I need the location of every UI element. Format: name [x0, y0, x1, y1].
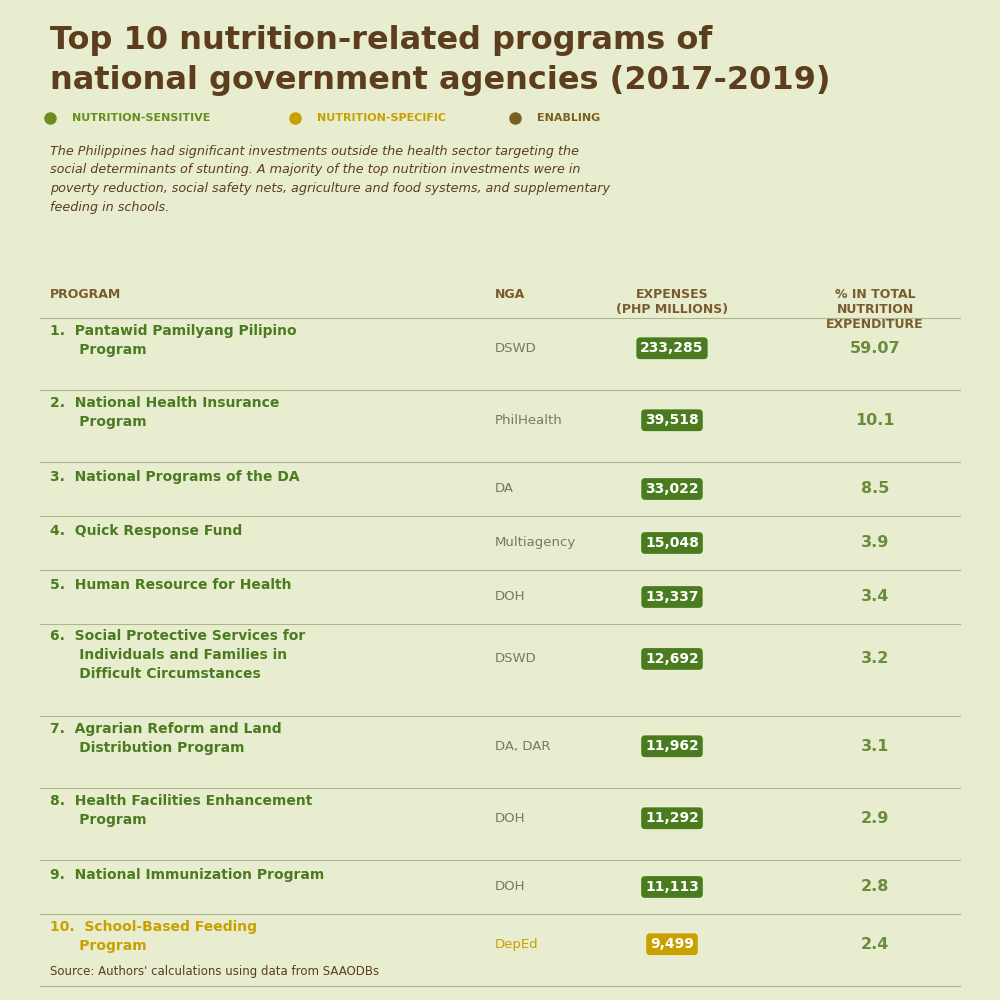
Text: 12,692: 12,692: [645, 652, 699, 666]
Text: NGA: NGA: [495, 288, 525, 301]
Text: 6.  Social Protective Services for
      Individuals and Families in
      Diffi: 6. Social Protective Services for Indivi…: [50, 629, 305, 681]
Text: ENABLING: ENABLING: [537, 113, 600, 123]
Text: 11,962: 11,962: [645, 739, 699, 753]
Text: DepEd: DepEd: [495, 938, 539, 951]
Text: 3.2: 3.2: [861, 651, 889, 666]
Text: 3.  National Programs of the DA: 3. National Programs of the DA: [50, 470, 300, 484]
Text: 7.  Agrarian Reform and Land
      Distribution Program: 7. Agrarian Reform and Land Distribution…: [50, 722, 282, 755]
Text: 2.9: 2.9: [861, 811, 889, 826]
Text: national government agencies (2017-2019): national government agencies (2017-2019): [50, 65, 830, 96]
Text: PROGRAM: PROGRAM: [50, 288, 121, 301]
Text: 8.  Health Facilities Enhancement
      Program: 8. Health Facilities Enhancement Program: [50, 794, 312, 827]
Text: 233,285: 233,285: [640, 341, 704, 355]
Text: NUTRITION-SPECIFIC: NUTRITION-SPECIFIC: [317, 113, 446, 123]
Text: 11,292: 11,292: [645, 811, 699, 825]
Text: 5.  Human Resource for Health: 5. Human Resource for Health: [50, 578, 292, 592]
Text: % IN TOTAL
NUTRITION
EXPENDITURE: % IN TOTAL NUTRITION EXPENDITURE: [826, 288, 924, 331]
Text: Multiagency: Multiagency: [495, 536, 576, 549]
Text: NUTRITION-SENSITIVE: NUTRITION-SENSITIVE: [72, 113, 210, 123]
Text: 2.  National Health Insurance
      Program: 2. National Health Insurance Program: [50, 396, 279, 429]
Text: 2.4: 2.4: [861, 937, 889, 952]
Text: EXPENSES
(PHP MILLIONS): EXPENSES (PHP MILLIONS): [616, 288, 728, 316]
Text: 11,113: 11,113: [645, 880, 699, 894]
Text: DA, DAR: DA, DAR: [495, 740, 550, 753]
Text: 13,337: 13,337: [645, 590, 699, 604]
Text: DOH: DOH: [495, 590, 526, 603]
Text: DSWD: DSWD: [495, 342, 537, 355]
Text: PhilHealth: PhilHealth: [495, 414, 563, 427]
Text: 39,518: 39,518: [645, 413, 699, 427]
Text: 10.1: 10.1: [855, 413, 895, 428]
Text: 10.  School-Based Feeding
      Program: 10. School-Based Feeding Program: [50, 920, 257, 953]
Text: Top 10 nutrition-related programs of: Top 10 nutrition-related programs of: [50, 25, 712, 56]
Text: 3.4: 3.4: [861, 589, 889, 604]
Text: DOH: DOH: [495, 880, 526, 893]
Text: DOH: DOH: [495, 812, 526, 825]
Text: 59.07: 59.07: [850, 341, 900, 356]
Text: DSWD: DSWD: [495, 652, 537, 665]
Text: 8.5: 8.5: [861, 481, 889, 496]
Text: 15,048: 15,048: [645, 536, 699, 550]
Text: Source: Authors' calculations using data from SAAODBs: Source: Authors' calculations using data…: [50, 965, 379, 978]
Text: 9,499: 9,499: [650, 937, 694, 951]
Text: DA: DA: [495, 482, 514, 495]
Text: 9.  National Immunization Program: 9. National Immunization Program: [50, 868, 324, 882]
Text: 1.  Pantawid Pamilyang Pilipino
      Program: 1. Pantawid Pamilyang Pilipino Program: [50, 324, 297, 357]
Text: 3.9: 3.9: [861, 535, 889, 550]
Text: 33,022: 33,022: [645, 482, 699, 496]
Text: 3.1: 3.1: [861, 739, 889, 754]
Text: 2.8: 2.8: [861, 879, 889, 894]
Text: 4.  Quick Response Fund: 4. Quick Response Fund: [50, 524, 242, 538]
Text: The Philippines had significant investments outside the health sector targeting : The Philippines had significant investme…: [50, 145, 610, 214]
